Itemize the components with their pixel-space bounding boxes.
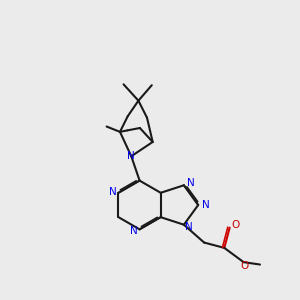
- Text: N: N: [109, 187, 117, 196]
- Text: N: N: [128, 151, 135, 161]
- Text: O: O: [241, 261, 249, 271]
- Text: N: N: [187, 178, 194, 188]
- Text: O: O: [231, 220, 239, 230]
- Text: N: N: [130, 226, 138, 236]
- Text: N: N: [202, 200, 209, 210]
- Text: N: N: [185, 222, 193, 232]
